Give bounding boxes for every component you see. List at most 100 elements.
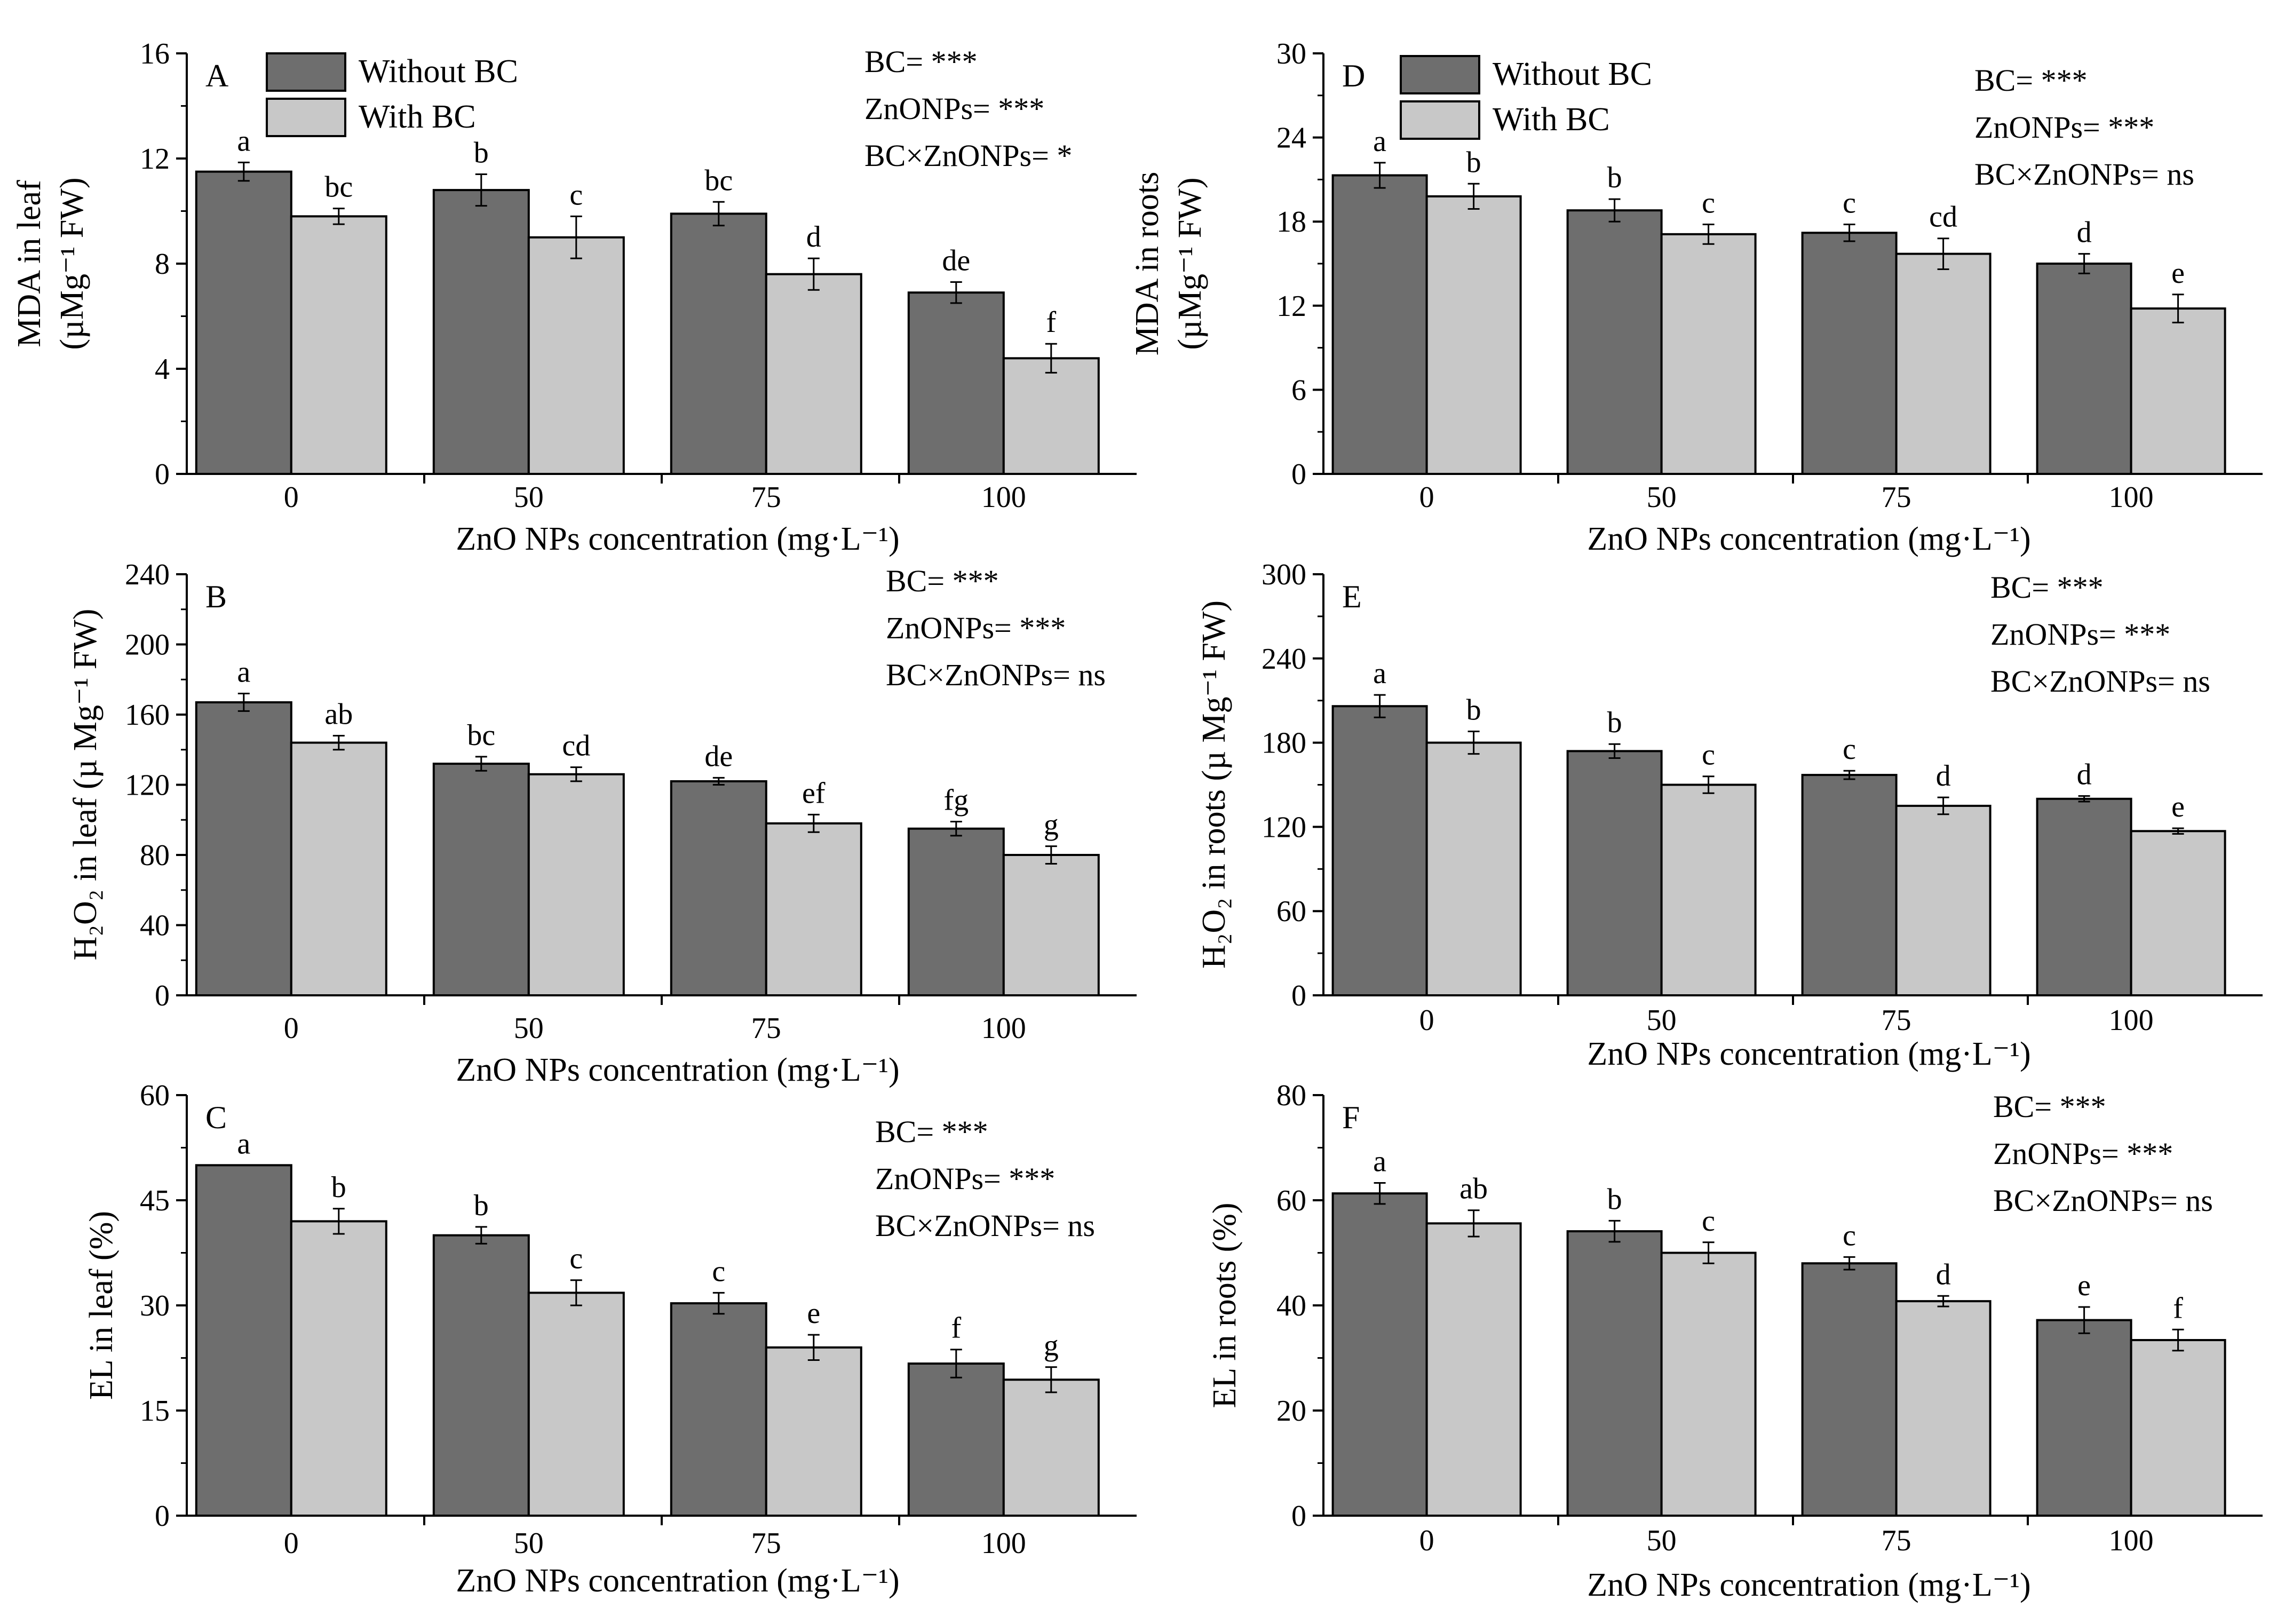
legend-label: With BC bbox=[1493, 101, 1610, 138]
y-tick-label: 15 bbox=[140, 1395, 170, 1428]
stat-annotation: ZnONPs= *** bbox=[1993, 1136, 2173, 1171]
y-tick-label: 0 bbox=[155, 979, 170, 1012]
y-tick-label: 20 bbox=[1276, 1395, 1306, 1428]
significance-letter: b bbox=[1607, 706, 1622, 739]
bar bbox=[670, 780, 767, 997]
x-tick-label: 75 bbox=[751, 1012, 781, 1045]
x-tick-label: 75 bbox=[1882, 1524, 1911, 1557]
bar bbox=[1331, 1192, 1428, 1517]
bar bbox=[2130, 1339, 2226, 1517]
y-tick-label: 0 bbox=[155, 1500, 170, 1533]
bar bbox=[2036, 797, 2132, 997]
significance-letter: de bbox=[942, 244, 970, 277]
stat-annotation: ZnONPs= *** bbox=[886, 611, 1066, 645]
significance-letter: d bbox=[806, 220, 821, 253]
y-axis-title-line1: EL in roots (%) bbox=[1207, 1202, 1243, 1408]
significance-letter: a bbox=[237, 124, 250, 157]
significance-letter: b bbox=[1466, 694, 1481, 727]
bar bbox=[1566, 209, 1663, 475]
x-tick-label: 50 bbox=[1647, 1004, 1677, 1037]
y-tick-label: 80 bbox=[140, 839, 170, 872]
y-tick-label: 240 bbox=[1262, 643, 1306, 676]
bar bbox=[765, 822, 862, 996]
legend-swatch bbox=[1400, 100, 1480, 140]
significance-letter: a bbox=[1373, 1145, 1386, 1178]
significance-letter: b bbox=[1466, 146, 1481, 179]
x-tick-label: 50 bbox=[1647, 1524, 1677, 1557]
y-tick-label: 45 bbox=[140, 1184, 170, 1217]
significance-letter: ab bbox=[1459, 1173, 1488, 1206]
y-axis-title-line1: MDA in roots bbox=[1129, 172, 1165, 355]
y-axis-title: EL in leaf (%) bbox=[83, 1211, 120, 1400]
bar bbox=[670, 1302, 767, 1517]
stat-annotation: ZnONPs= *** bbox=[864, 91, 1044, 126]
bar bbox=[1801, 1262, 1898, 1517]
y-axis-title-line1: H₂O₂ in roots (µ Mg⁻¹ FW) bbox=[1196, 600, 1232, 969]
y-axis-title: H₂O₂ in leaf (µ Mg⁻¹ FW) bbox=[67, 609, 104, 961]
stat-annotation: ZnONPs= *** bbox=[1990, 617, 2170, 652]
bar bbox=[1801, 232, 1898, 475]
significance-letter: d bbox=[1936, 759, 1951, 793]
panel-letter: B bbox=[205, 579, 227, 614]
significance-letter: a bbox=[237, 656, 250, 689]
significance-letter: b bbox=[474, 137, 489, 170]
significance-letter: e bbox=[2171, 257, 2185, 290]
bar bbox=[670, 212, 767, 475]
stat-annotation: BC= *** bbox=[886, 564, 999, 598]
stat-annotation: BC×ZnONPs= ns bbox=[886, 657, 1106, 692]
legend-swatch bbox=[1400, 55, 1480, 94]
panel-letter: E bbox=[1342, 579, 1362, 614]
significance-letter: c bbox=[1702, 1205, 1715, 1238]
bar bbox=[432, 1234, 530, 1517]
y-axis-title: MDA in roots (µMg⁻¹ FW) bbox=[1129, 172, 1208, 355]
panel-f: 0 20 40 60 80 a ab 0 b c 50 c d 75 e f 100 F ZnO NPs conce… bbox=[1207, 1079, 2263, 1603]
x-tick-label: 50 bbox=[1647, 481, 1677, 514]
bar bbox=[2036, 263, 2132, 475]
bar bbox=[765, 273, 862, 475]
panel-letter: A bbox=[205, 58, 228, 93]
significance-letter: a bbox=[237, 1127, 250, 1160]
bar bbox=[195, 701, 292, 997]
significance-letter: b bbox=[331, 1171, 346, 1204]
bar bbox=[1425, 741, 1522, 996]
x-axis-title: ZnO NPs concentration (mg·L⁻¹) bbox=[1587, 1036, 2030, 1072]
y-tick-label: 120 bbox=[125, 769, 170, 802]
bar bbox=[1895, 1300, 1992, 1517]
significance-letter: e bbox=[807, 1297, 820, 1330]
significance-letter: de bbox=[704, 740, 733, 773]
y-tick-label: 12 bbox=[1276, 290, 1306, 323]
significance-letter: fg bbox=[943, 784, 969, 817]
y-tick-label: 60 bbox=[1276, 895, 1306, 928]
x-tick-label: 75 bbox=[751, 1527, 781, 1560]
significance-letter: c bbox=[1843, 733, 1856, 766]
panel-b: 0 40 80 120 160 200 240 a ab 0 bc cd 50 de ef 75 fg g 100 B… bbox=[67, 558, 1137, 1088]
significance-letter: cd bbox=[1929, 201, 1957, 234]
legend-label: With BC bbox=[359, 99, 476, 135]
significance-letter: f bbox=[1046, 306, 1056, 339]
y-tick-label: 0 bbox=[1291, 979, 1306, 1012]
legend-label: Without BC bbox=[1493, 56, 1652, 92]
bar bbox=[290, 1220, 387, 1517]
x-tick-label: 100 bbox=[2109, 1004, 2154, 1037]
x-tick-label: 100 bbox=[2109, 481, 2154, 514]
stat-annotation: BC×ZnONPs= * bbox=[864, 138, 1072, 173]
bar bbox=[907, 1362, 1005, 1517]
bar bbox=[195, 1164, 292, 1517]
x-tick-label: 0 bbox=[284, 1012, 299, 1045]
y-tick-label: 0 bbox=[1291, 1500, 1306, 1533]
y-tick-label: 12 bbox=[140, 142, 170, 176]
significance-letter: ef bbox=[802, 777, 826, 810]
legend-swatch bbox=[266, 98, 346, 137]
y-axis-title-line2: (µMg⁻¹ FW) bbox=[1172, 178, 1208, 350]
x-tick-label: 75 bbox=[1882, 481, 1911, 514]
y-tick-label: 200 bbox=[125, 629, 170, 662]
bar bbox=[1801, 774, 1898, 996]
significance-letter: b bbox=[1607, 161, 1622, 194]
bar bbox=[1425, 1222, 1522, 1517]
bar bbox=[2130, 830, 2226, 997]
significance-letter: a bbox=[1373, 125, 1386, 158]
significance-letter: bc bbox=[704, 164, 733, 197]
x-tick-label: 0 bbox=[1419, 1004, 1434, 1037]
x-axis-title: ZnO NPs concentration (mg·L⁻¹) bbox=[456, 1563, 899, 1599]
stat-annotation: BC×ZnONPs= ns bbox=[1993, 1183, 2213, 1218]
